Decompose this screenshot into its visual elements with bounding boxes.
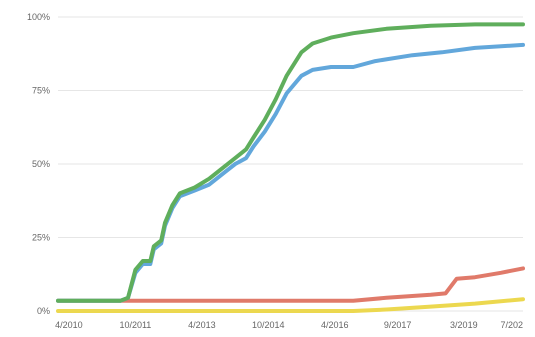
y-tick-label: 75% [32, 86, 50, 96]
series-line-4 [56, 297, 525, 313]
y-axis-tick-labels: 0% 25% 50% 75% 100% [27, 12, 50, 316]
x-tick-label: 4/2013 [188, 320, 216, 330]
x-tick-label: 3/2019 [450, 320, 478, 330]
x-tick-label: 10/2014 [252, 320, 285, 330]
y-tick-label: 50% [32, 159, 50, 169]
x-axis-tick-labels: 4/2010 10/2011 4/2013 10/2014 4/2016 9/2017 3/… [55, 320, 523, 330]
y-tick-label: 100% [27, 12, 50, 22]
series-line-2 [56, 42, 525, 303]
x-tick-label: 4/2016 [321, 320, 349, 330]
gridlines [58, 16, 523, 312]
y-tick-label: 0% [37, 306, 50, 316]
x-tick-label: 7/202 [500, 320, 523, 330]
y-tick-label: 25% [32, 233, 50, 243]
x-tick-label: 9/2017 [384, 320, 412, 330]
x-tick-label: 4/2010 [55, 320, 83, 330]
series-lines [56, 22, 525, 313]
series-line-3 [56, 266, 525, 303]
x-tick-label: 10/2011 [119, 320, 151, 330]
series-line-1 [56, 22, 525, 303]
